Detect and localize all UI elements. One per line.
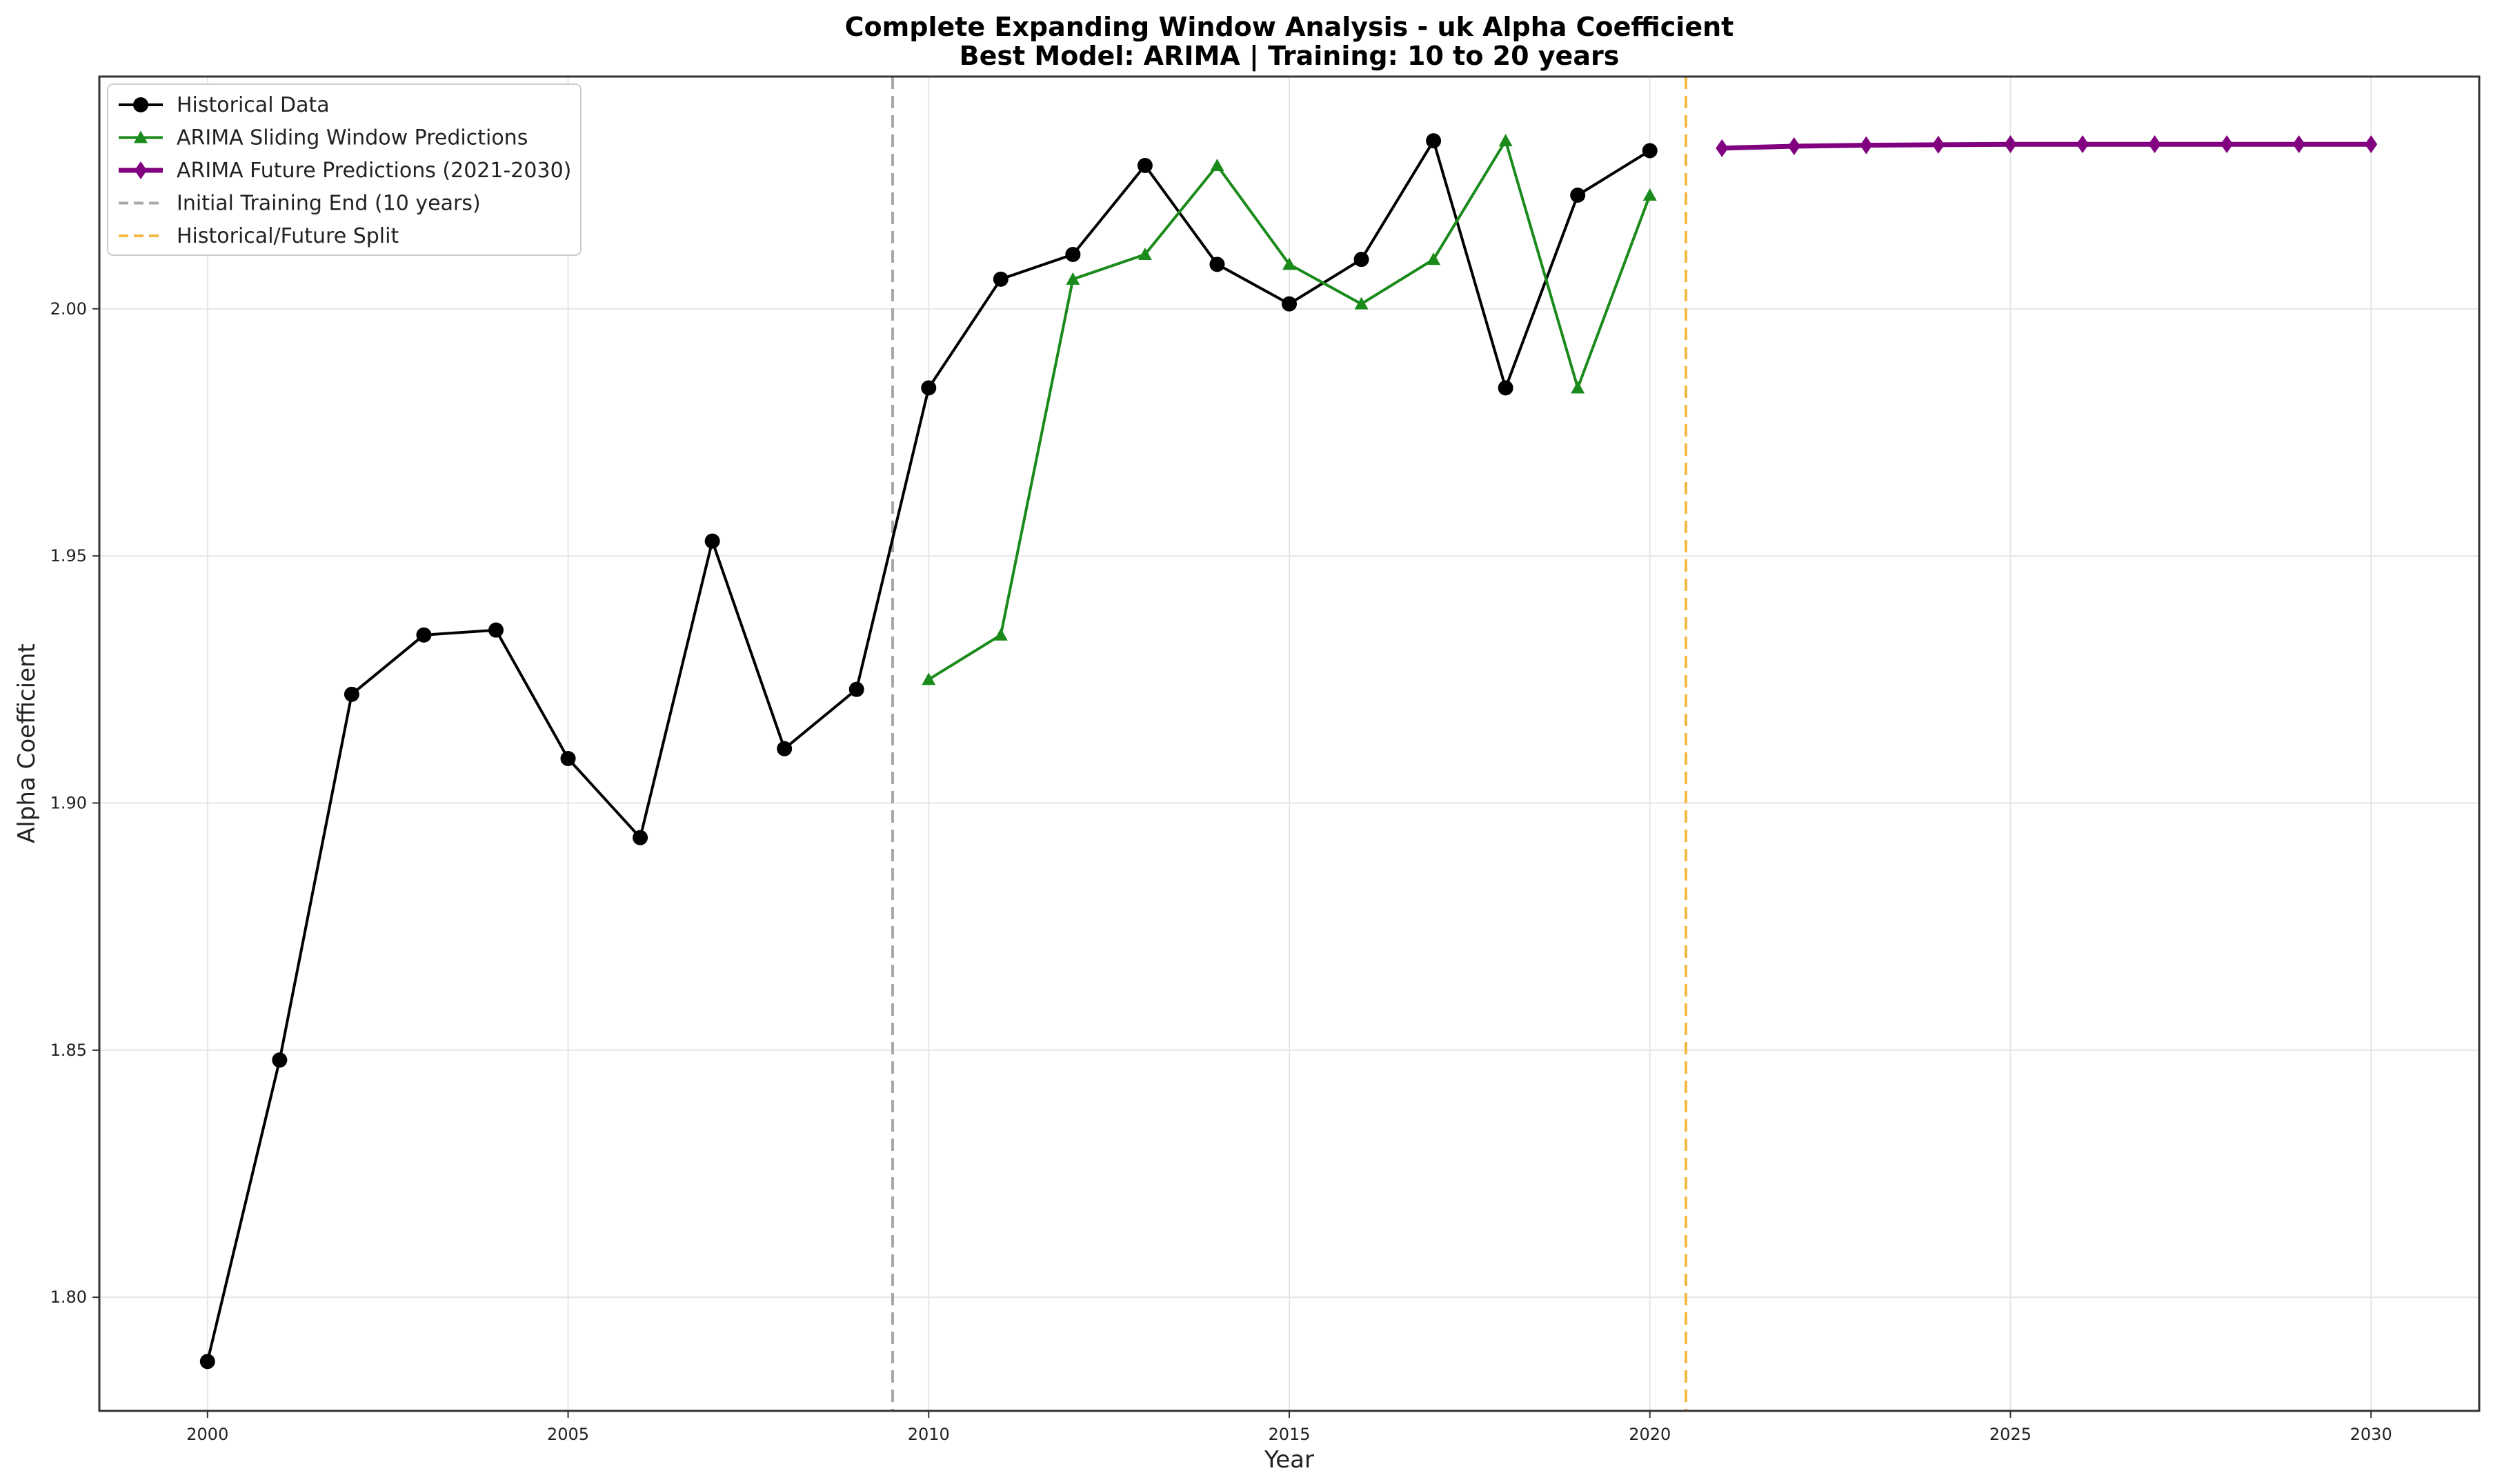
series-line: [1722, 141, 2372, 151]
legend-marker: [134, 130, 148, 143]
data-point: [848, 681, 864, 697]
chart-title: Complete Expanding Window Analysis - uk …: [845, 12, 1734, 42]
data-point: [272, 1052, 288, 1068]
legend-label: Historical/Future Split: [177, 224, 399, 248]
data-point: [2004, 135, 2017, 154]
legend-item: Historical Data: [119, 93, 330, 117]
series-1: [922, 134, 1657, 685]
chart-subtitle: Best Model: ARIMA | Training: 10 to 20 y…: [960, 41, 1620, 72]
data-point: [1210, 159, 1224, 171]
data-point: [1498, 380, 1513, 396]
data-point: [1571, 381, 1585, 394]
x-tick-label: 2015: [1268, 1425, 1310, 1444]
data-point: [1137, 158, 1153, 173]
legend-label: Historical Data: [177, 93, 330, 117]
legend-label: Initial Training End (10 years): [177, 192, 481, 216]
data-point: [993, 271, 1009, 287]
data-point: [1427, 252, 1441, 265]
x-tick-label: 2010: [908, 1425, 950, 1444]
x-tick-label: 2000: [186, 1425, 228, 1444]
data-point: [2148, 135, 2161, 154]
data-point: [1065, 247, 1081, 262]
data-point: [921, 380, 937, 396]
data-point: [1787, 137, 1800, 156]
legend-marker: [133, 97, 148, 112]
x-tick-label: 2020: [1629, 1425, 1671, 1444]
legend-box: [107, 83, 582, 256]
data-point: [993, 628, 1008, 641]
data-point: [922, 672, 936, 685]
data-point: [488, 622, 504, 638]
x-tick-label: 2025: [1989, 1425, 2032, 1444]
data-point: [560, 751, 576, 766]
data-point: [1354, 297, 1369, 310]
data-point: [1066, 272, 1080, 285]
data-point: [416, 627, 432, 643]
plot-frame: [98, 75, 2481, 1412]
data-point: [1138, 248, 1152, 260]
series-0: [199, 133, 1658, 1370]
x-axis-label: Year: [1264, 1446, 1314, 1474]
series: [199, 133, 2378, 1370]
data-point: [1282, 296, 1297, 312]
data-point: [633, 830, 648, 845]
data-point: [1353, 252, 1369, 268]
legend-item: ARIMA Future Predictions (2021-2030): [119, 159, 571, 183]
reference-lines: [891, 77, 1687, 1411]
x-tick-label: 2005: [547, 1425, 589, 1444]
data-point: [2221, 135, 2234, 154]
legend-marker: [135, 161, 147, 179]
legend-label: ARIMA Future Predictions (2021-2030): [177, 159, 571, 183]
data-point: [1570, 188, 1586, 203]
data-point: [777, 741, 793, 756]
data-point: [344, 686, 359, 702]
data-point: [1282, 257, 1296, 270]
y-tick-label: 1.80: [50, 1287, 87, 1307]
y-tick-label: 1.95: [50, 546, 87, 565]
legend: Historical Data ARIMA Sliding Window Pred…: [107, 83, 582, 256]
legend-item: ARIMA Sliding Window Predictions: [119, 126, 528, 150]
series-2: [1716, 135, 2378, 157]
legend-item: Historical/Future Split: [119, 224, 399, 248]
y-tick-label: 1.90: [50, 794, 87, 813]
y-axis-label: Alpha Coefficient: [13, 643, 41, 843]
data-point: [1642, 143, 1658, 159]
data-point: [704, 533, 720, 549]
legend-item: Initial Training End (10 years): [119, 192, 481, 216]
y-tick-label: 1.85: [50, 1041, 87, 1060]
legend-label: ARIMA Sliding Window Predictions: [177, 126, 528, 150]
data-point: [1426, 133, 1442, 149]
data-point: [2292, 135, 2305, 154]
data-point: [2365, 135, 2378, 154]
ticks: 2000 2005 2010 2015 2020 2025 2030 1.80 1.85 1.90…: [50, 299, 2392, 1444]
data-point: [1209, 257, 1225, 272]
data-point: [1931, 135, 1945, 154]
data-point: [199, 1354, 215, 1370]
data-point: [2076, 135, 2089, 154]
grid: [99, 77, 2479, 1411]
data-point: [1642, 188, 1657, 201]
data-point: [1498, 134, 1513, 147]
data-point: [1716, 139, 1729, 157]
x-tick-label: 2030: [2350, 1425, 2392, 1444]
y-tick-label: 2.00: [50, 299, 87, 319]
data-point: [1860, 136, 1873, 154]
